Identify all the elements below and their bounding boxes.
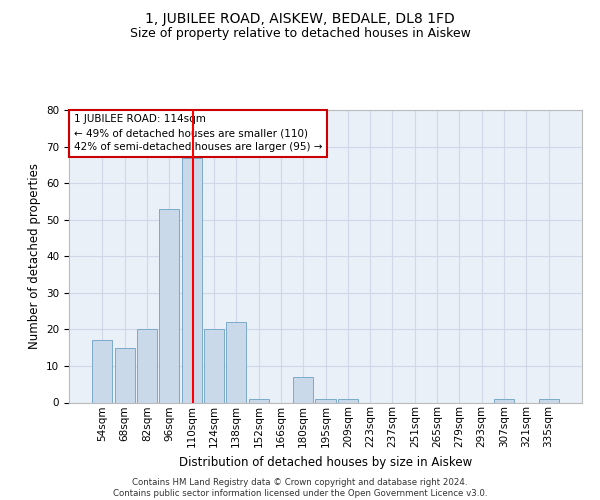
Bar [316,399,335,402]
Bar [204,330,224,402]
Text: Size of property relative to detached houses in Aiskew: Size of property relative to detached ho… [130,28,470,40]
Bar [92,340,112,402]
Bar [338,399,358,402]
Bar [182,158,202,402]
Bar [539,399,559,402]
Text: 1, JUBILEE ROAD, AISKEW, BEDALE, DL8 1FD: 1, JUBILEE ROAD, AISKEW, BEDALE, DL8 1FD [145,12,455,26]
Bar [226,322,246,402]
Bar [137,330,157,402]
Bar [248,399,269,402]
Bar [115,348,135,403]
Bar [494,399,514,402]
Y-axis label: Number of detached properties: Number of detached properties [28,163,41,349]
X-axis label: Distribution of detached houses by size in Aiskew: Distribution of detached houses by size … [179,456,472,468]
Text: 1 JUBILEE ROAD: 114sqm
← 49% of detached houses are smaller (110)
42% of semi-de: 1 JUBILEE ROAD: 114sqm ← 49% of detached… [74,114,323,152]
Text: Contains HM Land Registry data © Crown copyright and database right 2024.
Contai: Contains HM Land Registry data © Crown c… [113,478,487,498]
Bar [293,377,313,402]
Bar [159,208,179,402]
